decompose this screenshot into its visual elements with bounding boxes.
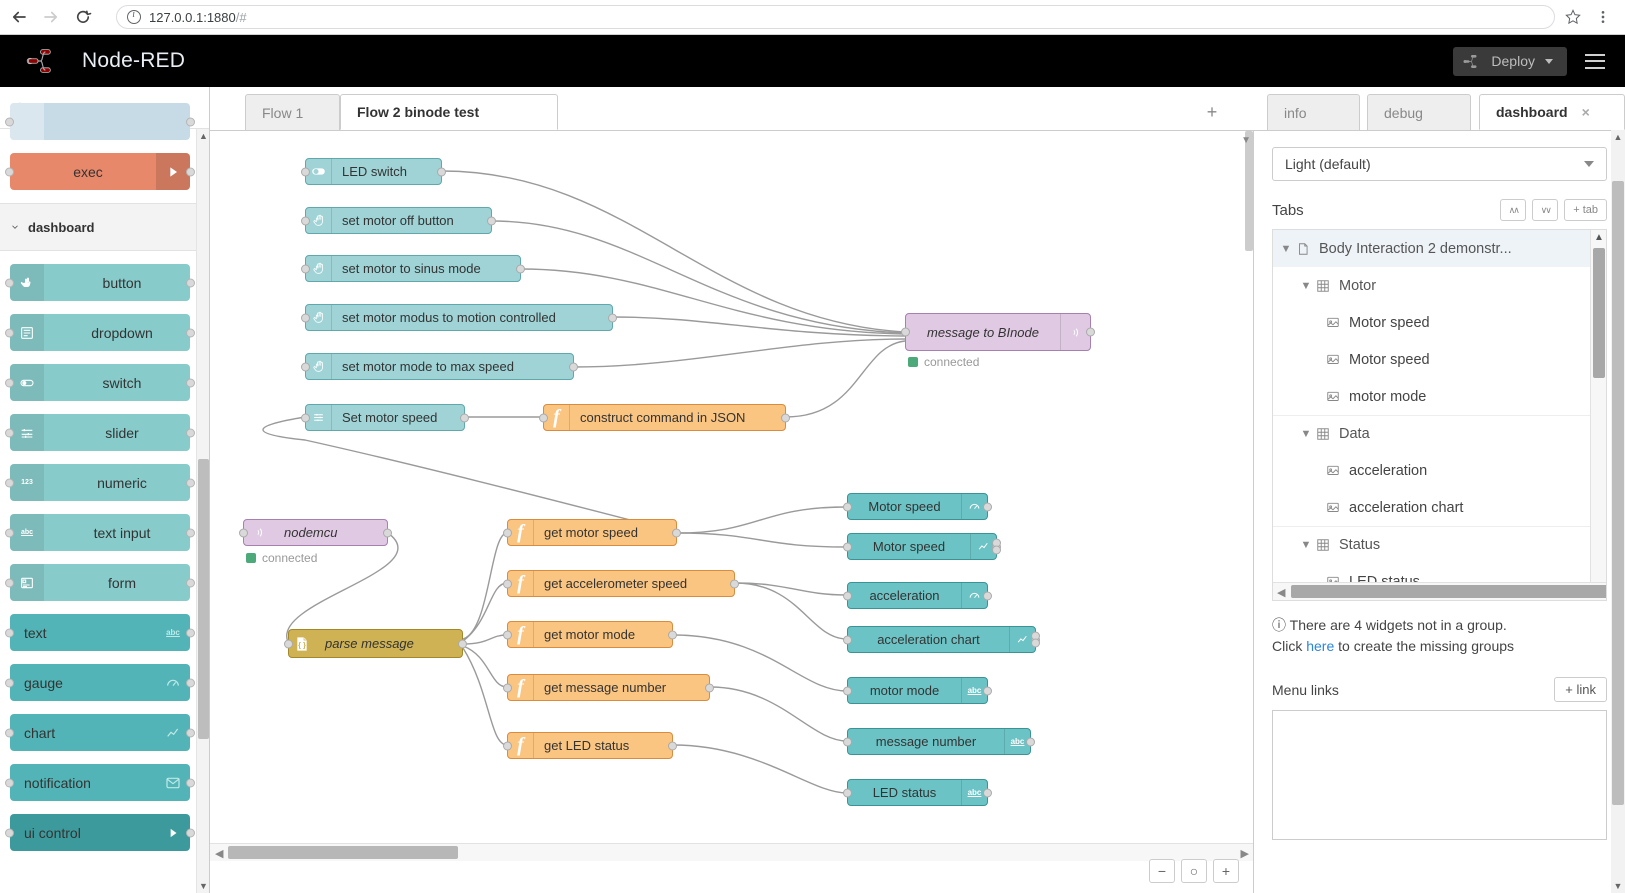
svg-text:{ }: { } bbox=[298, 640, 306, 649]
